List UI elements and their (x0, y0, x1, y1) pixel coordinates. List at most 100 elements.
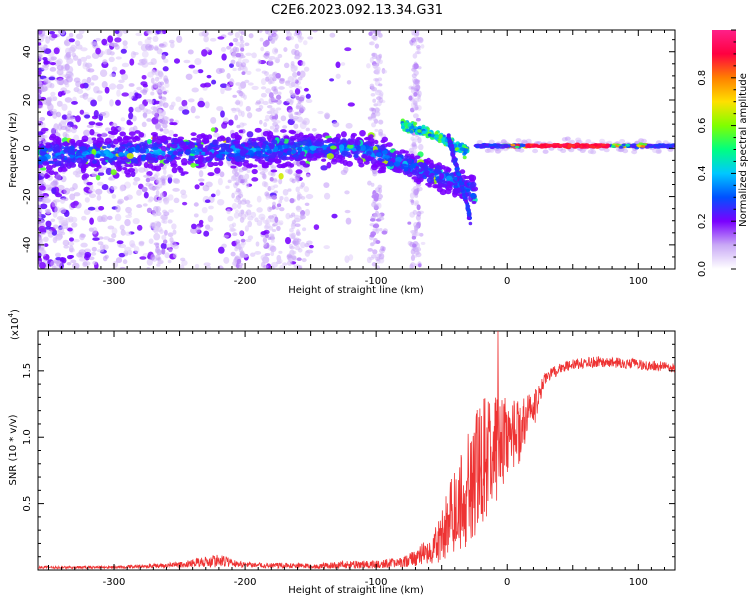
heatmap-cell (273, 127, 279, 133)
heatmap-cell (276, 225, 281, 231)
heatmap-cell (50, 61, 56, 66)
heatmap-cell (162, 168, 167, 175)
heatmap-cell (236, 203, 242, 209)
heatmap-cell (97, 95, 103, 102)
heatmap-cell (132, 115, 137, 122)
heatmap-cell (288, 109, 294, 113)
heatmap-cell (84, 197, 90, 203)
heatmap-cell (226, 45, 232, 49)
heatmap-cell (346, 144, 354, 149)
heatmap-cell (419, 162, 426, 169)
heatmap-cell (219, 68, 225, 74)
heatmap-cell (72, 183, 78, 190)
heatmap-cell (210, 127, 216, 132)
heatmap-cell (379, 162, 387, 169)
heatmap-cell (147, 199, 153, 203)
heatmap-cell (510, 143, 516, 147)
heatmap-cell (190, 132, 197, 137)
heatmap-cell (132, 51, 139, 56)
heatmap-cell (197, 100, 205, 108)
heatmap-cell (80, 56, 88, 62)
heatmap-cell (86, 136, 94, 145)
heatmap-cell (287, 168, 293, 175)
heatmap-cell (412, 63, 418, 70)
heatmap-cell (161, 234, 167, 241)
heatmap-cell (38, 140, 42, 145)
heatmap-cell (88, 146, 93, 152)
heatmap-cell (619, 139, 626, 144)
heatmap-cell (143, 191, 149, 199)
heatmap-cell (274, 48, 278, 53)
heatmap-cell (141, 74, 147, 80)
heatmap-cell (89, 82, 95, 86)
heatmap-cell (265, 196, 270, 200)
heatmap-cell (157, 154, 164, 161)
heatmap-cell (644, 145, 650, 149)
heatmap-cell (236, 124, 241, 129)
heatmap-cell (171, 223, 177, 230)
heatmap-cell (39, 155, 48, 162)
heatmap-cell (376, 66, 381, 72)
heatmap-cell (368, 41, 373, 46)
heatmap-cell (439, 172, 445, 180)
heatmap-cell (237, 57, 242, 64)
heatmap-cell (247, 220, 253, 228)
heatmap-cell (410, 153, 415, 160)
heatmap-cell (231, 192, 235, 199)
heatmap-cell (240, 47, 245, 52)
heatmap-cell (56, 64, 64, 71)
heatmap-cell (310, 157, 318, 161)
colorbar-tick-label: 0.8 (697, 70, 708, 86)
heatmap-cell (408, 95, 413, 101)
heatmap-cell (221, 53, 227, 61)
heatmap-cell (107, 177, 113, 181)
heatmap-cell (373, 223, 380, 229)
heatmap-cell (217, 246, 225, 254)
heatmap-cell (220, 110, 225, 118)
heatmap-cell (204, 199, 211, 204)
heatmap-cell (241, 166, 248, 171)
heatmap-cell (38, 104, 44, 109)
heatmap-cell (79, 109, 85, 115)
heatmap-cell (156, 48, 163, 55)
heatmap-cell (305, 173, 311, 178)
heatmap-cell (124, 246, 132, 251)
heatmap-cell (459, 147, 464, 151)
heatmap-cell (99, 112, 107, 117)
heatmap-cell (122, 167, 128, 171)
heatmap-cell (52, 111, 58, 119)
heatmap-cell (110, 169, 117, 176)
heatmap-cell (38, 131, 44, 136)
heatmap-cell (350, 138, 357, 143)
heatmap-cell (105, 167, 113, 176)
heatmap-cell (123, 135, 129, 141)
heatmap-cell (157, 259, 164, 265)
heatmap-cell (304, 243, 310, 248)
heatmap-cell (367, 116, 373, 120)
heatmap-cell (156, 250, 163, 256)
heatmap-cell (631, 149, 638, 155)
heatmap-cell (240, 31, 246, 36)
heatmap-cell (279, 207, 285, 212)
heatmap-cell (274, 159, 281, 164)
heatmap-cell (211, 79, 217, 85)
heatmap-cell (412, 138, 417, 144)
heatmap-cell (290, 92, 295, 98)
heatmap-cell (236, 265, 243, 269)
heatmap-cell (478, 146, 484, 149)
heatmap-cell (166, 136, 172, 141)
heatmap-cell (532, 148, 539, 154)
heatmap-cell (446, 181, 454, 186)
heatmap-cell (82, 93, 89, 97)
heatmap-cell (279, 264, 285, 269)
heatmap-cell (297, 238, 302, 242)
heatmap-cell (367, 248, 373, 252)
heatmap-cell (95, 47, 101, 55)
heatmap-cell (68, 32, 74, 38)
heatmap-cell (462, 192, 466, 197)
heatmap-cell (262, 259, 267, 264)
heatmap-cell (412, 100, 418, 105)
heatmap-cell (448, 139, 452, 143)
heatmap-cell (309, 145, 317, 151)
heatmap-cell (269, 152, 277, 159)
